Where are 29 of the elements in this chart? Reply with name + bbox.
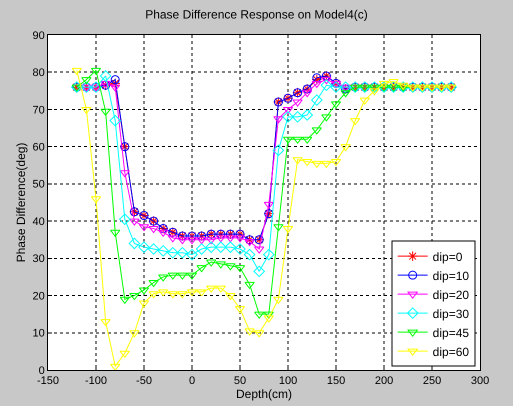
x-tick-label: -150 [36,375,60,388]
y-axis-title: Phase Difference(deg) [14,142,28,262]
y-tick-label: 90 [32,30,45,42]
chart-title: Phase Difference Response on Model4(c) [145,8,368,22]
x-tick-label: -50 [136,375,152,388]
y-tick-label: 20 [32,290,45,302]
legend-label: dip=45 [432,326,470,340]
x-tick-label: 150 [326,375,346,388]
y-tick-label: 30 [32,253,45,266]
y-tick-label: 40 [32,216,45,228]
legend-label: dip=30 [432,306,470,321]
y-tick-label: 70 [32,104,45,116]
x-tick-label: 50 [234,375,246,388]
y-tick-label: 50 [32,178,45,191]
x-axis-title: Depth(cm) [236,387,292,402]
x-tick-label: 100 [278,375,298,388]
legend-label: dip=60 [432,344,470,359]
y-tick-label: 0 [38,364,45,377]
x-tick-label: 300 [470,375,490,388]
y-tick-label: 10 [32,328,45,340]
x-tick-label: 250 [422,375,442,388]
x-tick-label: -100 [84,375,108,388]
legend-label: dip=20 [432,288,470,302]
legend-label: dip=0 [432,250,463,264]
x-tick-label: 200 [374,375,394,388]
y-tick-label: 60 [32,142,45,154]
legend-label: dip=10 [432,268,470,283]
y-tick-label: 80 [32,67,45,80]
x-tick-label: 0 [188,375,196,388]
